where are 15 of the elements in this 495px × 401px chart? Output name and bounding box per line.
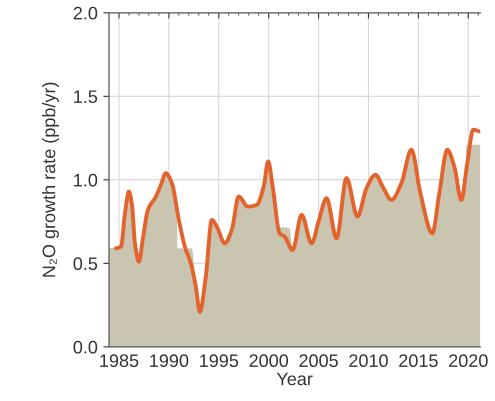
- x-tick-label: 2015: [399, 354, 438, 368]
- x-tick-label: 1990: [150, 354, 188, 368]
- x-tick-label: 2000: [250, 354, 288, 368]
- y-tick-label: 0.5: [73, 257, 98, 270]
- x-tick-label: 1995: [200, 354, 238, 368]
- y-tick-label: 1.5: [74, 90, 98, 104]
- x-tick-label: 1985: [100, 354, 138, 368]
- x-axis-title: Year: [276, 372, 313, 386]
- y-tick-label: 2.0: [74, 6, 98, 20]
- x-tick-label: 2010: [349, 354, 388, 368]
- x-tick-label: 2020: [449, 354, 488, 368]
- x-tick-label: 2005: [299, 354, 338, 368]
- y-tick-label: 0.0: [73, 340, 98, 354]
- y-axis-title: N₂O growth rate (ppb/yr): [42, 82, 59, 277]
- y-tick-label: 1.0: [74, 174, 98, 187]
